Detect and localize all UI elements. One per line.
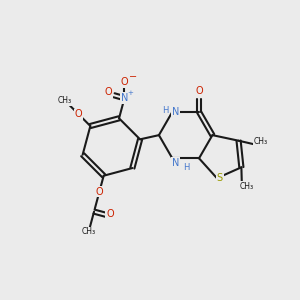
- Text: CH₃: CH₃: [239, 182, 254, 191]
- Text: −: −: [129, 72, 137, 82]
- Text: S: S: [217, 173, 223, 183]
- Text: H: H: [183, 163, 190, 172]
- Text: O: O: [121, 77, 128, 87]
- Text: N: N: [172, 107, 179, 117]
- Text: CH₃: CH₃: [254, 137, 268, 146]
- Text: +: +: [127, 90, 133, 96]
- Text: H: H: [162, 106, 168, 115]
- Text: N: N: [121, 93, 128, 103]
- Text: CH₃: CH₃: [82, 227, 96, 236]
- Text: O: O: [75, 110, 82, 119]
- Text: N: N: [172, 158, 179, 168]
- Text: O: O: [96, 187, 103, 196]
- Text: O: O: [104, 87, 112, 97]
- Text: O: O: [106, 209, 114, 219]
- Text: O: O: [195, 86, 203, 96]
- Text: CH₃: CH₃: [58, 96, 72, 105]
